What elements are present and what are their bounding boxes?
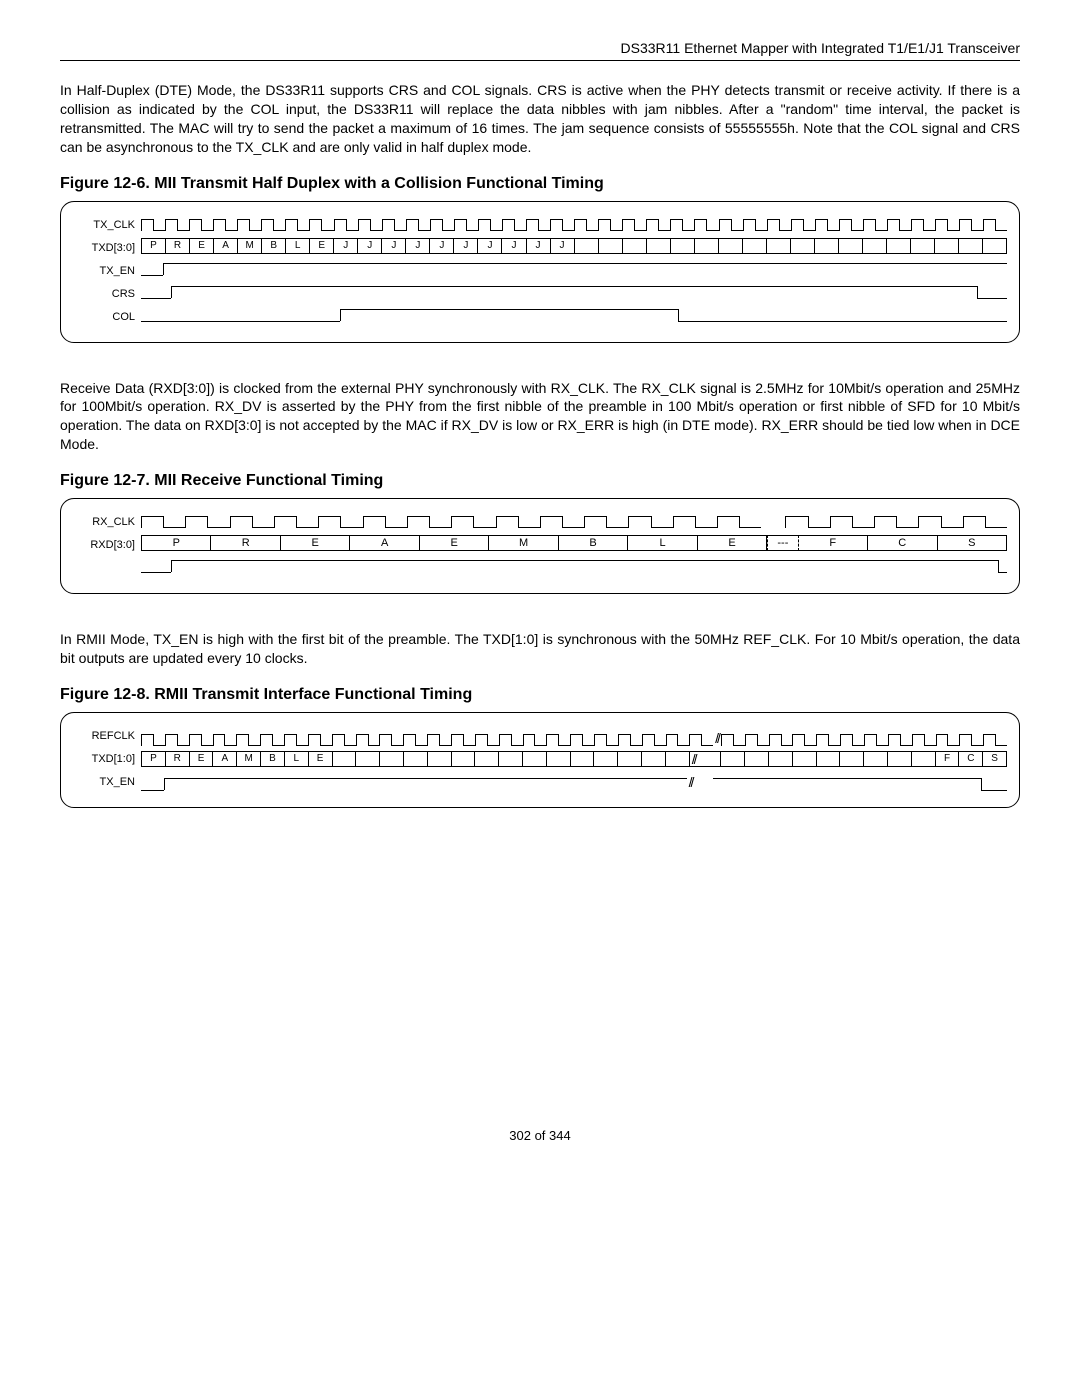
txen-level xyxy=(141,261,1007,277)
refclk-waveform-left xyxy=(141,730,713,746)
rxclk-waveform-right xyxy=(785,512,1007,528)
rxd-label: RXD[3:0] xyxy=(73,539,141,551)
figure-12-8-diagram: REFCLK // TXD[1:0] PREAMBLE//FCS TX_EN /… xyxy=(60,712,1020,808)
txclk-waveform xyxy=(141,215,1007,231)
break-icon: // xyxy=(713,730,721,746)
rxdv-level xyxy=(141,558,1007,574)
rxclk-label: RX_CLK xyxy=(73,516,141,528)
crs-level xyxy=(141,284,1007,300)
paragraph-2: Receive Data (RXD[3:0]) is clocked from … xyxy=(60,379,1020,455)
figure-12-7-diagram: RX_CLK RXD[3:0] PREAEMBLE---FCS xyxy=(60,498,1020,594)
paragraph-1: In Half-Duplex (DTE) Mode, the DS33R11 s… xyxy=(60,81,1020,157)
txen8-level: // xyxy=(141,776,1007,792)
txen-label: TX_EN xyxy=(73,265,141,277)
figure-12-8-title: Figure 12-8. RMII Transmit Interface Fun… xyxy=(60,686,1020,704)
txd-bus: PREAMBLEJJJJJJJJJJ xyxy=(141,238,1007,254)
page-footer: 302 of 344 xyxy=(60,1128,1020,1143)
figure-12-7-title: Figure 12-7. MII Receive Functional Timi… xyxy=(60,472,1020,490)
page-header: DS33R11 Ethernet Mapper with Integrated … xyxy=(60,40,1020,61)
figure-12-6-title: Figure 12-6. MII Transmit Half Duplex wi… xyxy=(60,175,1020,193)
rxd-bus: PREAEMBLE---FCS xyxy=(141,535,1007,551)
rxclk-waveform-left xyxy=(141,512,761,528)
txen8-label: TX_EN xyxy=(73,776,141,788)
paragraph-3: In RMII Mode, TX_EN is high with the fir… xyxy=(60,630,1020,668)
refclk-label: REFCLK xyxy=(73,730,141,742)
txd10-bus: PREAMBLE//FCS xyxy=(141,751,1007,767)
txd-label: TXD[3:0] xyxy=(73,242,141,254)
refclk-waveform-right xyxy=(721,730,1007,746)
crs-label: CRS xyxy=(73,288,141,300)
txclk-label: TX_CLK xyxy=(73,219,141,231)
col-label: COL xyxy=(73,311,141,323)
figure-12-6-diagram: TX_CLK TXD[3:0] PREAMBLEJJJJJJJJJJ TX_EN… xyxy=(60,201,1020,343)
txd10-label: TXD[1:0] xyxy=(73,753,141,765)
col-level xyxy=(141,307,1007,323)
